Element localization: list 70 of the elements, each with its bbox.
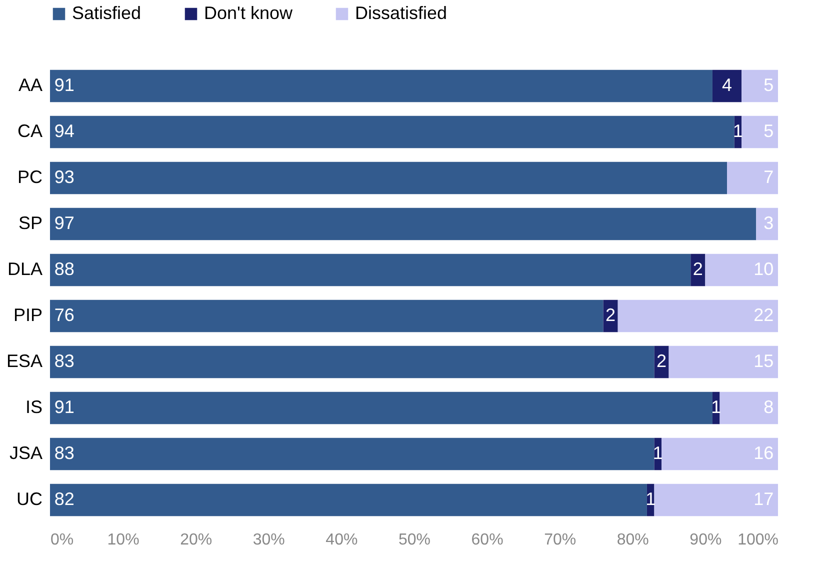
x-tick-label: 40% xyxy=(326,532,358,548)
bar xyxy=(50,438,654,470)
data-label: 2 xyxy=(692,259,703,279)
bar xyxy=(720,392,778,424)
y-tick-label: AA xyxy=(18,75,42,95)
x-tick-label: 70% xyxy=(544,532,576,548)
bar xyxy=(654,484,778,516)
x-tick-label: 30% xyxy=(252,532,285,548)
data-label: 3 xyxy=(764,213,774,233)
y-tick-label: PC xyxy=(17,167,42,187)
bar xyxy=(618,300,778,332)
data-label: 8 xyxy=(764,397,774,417)
x-tick-label: 90% xyxy=(690,532,722,548)
data-label: 91 xyxy=(54,75,74,95)
bar xyxy=(50,300,604,332)
y-tick-label: CA xyxy=(17,121,42,141)
data-label: 2 xyxy=(656,351,667,371)
data-label: 88 xyxy=(54,259,74,279)
bar xyxy=(705,254,778,286)
y-tick-label: PIP xyxy=(13,305,42,325)
legend-label: Satisfied xyxy=(72,3,142,23)
data-label: 16 xyxy=(754,443,774,463)
x-tick-label: 100% xyxy=(738,532,778,548)
data-label: 93 xyxy=(54,167,74,187)
data-label: 17 xyxy=(754,489,774,509)
bar xyxy=(50,254,691,286)
data-label: 15 xyxy=(754,351,774,371)
x-tick-label: 20% xyxy=(180,532,212,548)
bar xyxy=(756,208,778,240)
bar xyxy=(727,162,778,194)
data-label: 22 xyxy=(754,305,774,325)
legend-label: Don't know xyxy=(204,3,294,23)
y-tick-label: JSA xyxy=(9,443,42,463)
data-label: 82 xyxy=(54,489,74,509)
x-tick-label: 60% xyxy=(471,532,504,548)
bar xyxy=(50,70,712,102)
bar xyxy=(50,484,647,516)
data-label: 7 xyxy=(764,167,774,187)
bar xyxy=(668,346,778,378)
bar xyxy=(712,70,742,102)
data-label: 5 xyxy=(764,75,774,95)
bar xyxy=(50,208,756,240)
data-label: 94 xyxy=(54,121,74,141)
y-tick-label: DLA xyxy=(7,259,42,279)
data-label: 91 xyxy=(54,397,74,417)
data-label: 4 xyxy=(722,75,732,95)
y-tick-label: IS xyxy=(25,397,42,417)
data-label: 10 xyxy=(754,259,774,279)
bar xyxy=(50,162,728,194)
y-tick-label: UC xyxy=(16,489,42,509)
data-label: 5 xyxy=(764,121,774,141)
bar xyxy=(50,346,654,378)
x-tick-label: 50% xyxy=(398,532,431,548)
data-label: 2 xyxy=(606,305,616,325)
bar xyxy=(742,116,778,148)
bar xyxy=(662,438,778,470)
y-tick-label: SP xyxy=(18,213,42,233)
bar xyxy=(742,70,778,102)
x-tick-label: 0% xyxy=(50,532,74,548)
data-label: 76 xyxy=(54,305,74,325)
bar xyxy=(50,392,712,424)
data-label: 83 xyxy=(54,351,74,371)
x-tick-label: 80% xyxy=(616,532,649,548)
y-tick-label: ESA xyxy=(6,351,42,371)
x-tick-label: 10% xyxy=(107,532,140,548)
data-label: 97 xyxy=(54,213,74,233)
bar xyxy=(50,116,734,148)
data-label: 83 xyxy=(54,443,74,463)
bar xyxy=(654,346,669,378)
legend-label: Dissatisfied xyxy=(355,3,448,23)
